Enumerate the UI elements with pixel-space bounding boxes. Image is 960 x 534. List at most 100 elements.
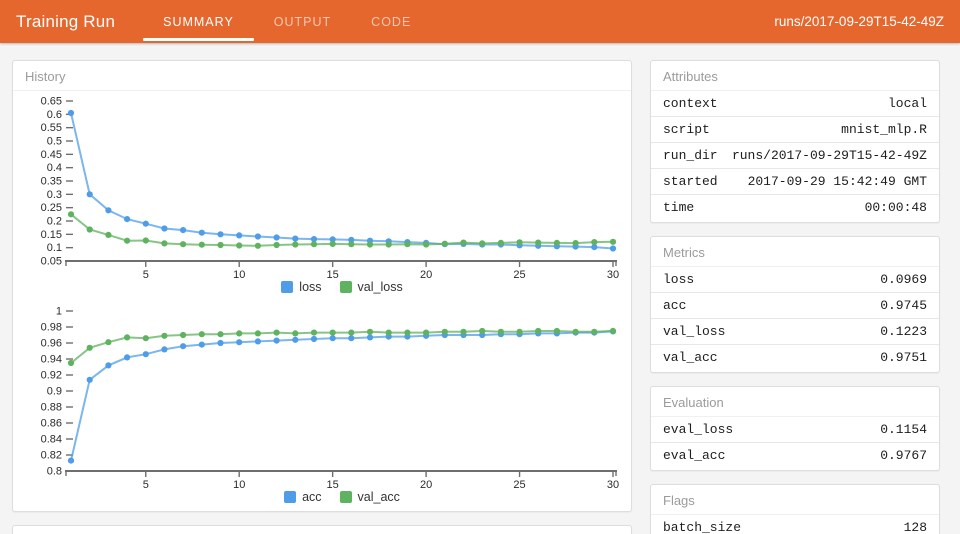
tab-bar: SUMMARY OUTPUT CODE [143, 0, 431, 43]
svg-text:10: 10 [233, 479, 245, 489]
history-panel-title: History [13, 61, 631, 91]
flag-label: batch_size [663, 520, 742, 534]
svg-text:0.6: 0.6 [47, 109, 62, 121]
svg-text:0.55: 0.55 [41, 122, 62, 134]
metric-value: 0.1223 [880, 324, 927, 339]
svg-text:5: 5 [143, 269, 149, 279]
history-panel: History 0.05 0.1 0.15 0.2 0.25 0.3 0.35 0.4 0.45… [12, 60, 632, 512]
legend-swatch-icon [281, 281, 294, 293]
flags-panel-title: Flags [651, 485, 939, 515]
evaluation-value: 0.9767 [880, 448, 927, 463]
svg-text:25: 25 [513, 479, 525, 489]
svg-text:0.86: 0.86 [41, 418, 62, 430]
attribute-row: run_dir runs/2017-09-29T15-42-49Z [651, 143, 939, 169]
metric-label: acc [663, 298, 687, 313]
flag-row: batch_size 128 [651, 515, 939, 534]
svg-text:0.15: 0.15 [41, 229, 62, 241]
legend-item-val_acc: val_acc [339, 490, 400, 504]
flags-rows: batch_size 128 dropout1 0.4 [651, 515, 939, 534]
legend-swatch-icon [339, 491, 352, 503]
loss-history-legend: loss val_loss [65, 280, 619, 294]
svg-text:0.2: 0.2 [47, 216, 62, 228]
metric-label: val_loss [663, 324, 726, 339]
svg-text:0.8: 0.8 [47, 466, 62, 478]
svg-text:5: 5 [143, 479, 149, 489]
summary-column: Attributes context local script mnist_ml… [650, 60, 940, 534]
loss-chart: 0.05 0.1 0.15 0.2 0.25 0.3 0.35 0.4 0.45 0.5 0.55 0… [13, 91, 631, 295]
accuracy-chart: 0.8 0.82 0.84 0.86 0.88 0.9 0.92 0.94 0.96 0.98 1 5… [13, 301, 631, 505]
attributes-rows: context local script mnist_mlp.R run_dir… [651, 91, 939, 222]
attribute-value: 00:00:48 [864, 200, 927, 215]
attribute-row: context local [651, 91, 939, 117]
metric-value: 0.9751 [880, 350, 927, 365]
metrics-panel: Metrics loss 0.0969 acc 0.9745 val_loss [650, 236, 940, 373]
svg-text:0.1: 0.1 [47, 242, 62, 254]
svg-text:0.94: 0.94 [41, 354, 62, 366]
svg-text:0.65: 0.65 [41, 96, 62, 108]
evaluation-row: eval_loss 0.1154 [651, 417, 939, 443]
svg-text:30: 30 [607, 269, 619, 279]
svg-text:25: 25 [513, 269, 525, 279]
svg-text:0.88: 0.88 [41, 402, 62, 414]
flag-value: 128 [903, 520, 927, 534]
svg-text:0.98: 0.98 [41, 322, 62, 334]
metric-label: loss [663, 272, 695, 287]
legend-swatch-icon [339, 281, 352, 293]
history-column: History 0.05 0.1 0.15 0.2 0.25 0.3 0.35 0.4 0.45… [12, 60, 632, 534]
main-content: History 0.05 0.1 0.15 0.2 0.25 0.3 0.35 0.4 0.45… [0, 43, 960, 534]
svg-text:20: 20 [420, 269, 432, 279]
svg-text:0.3: 0.3 [47, 189, 62, 201]
accuracy-history-legend: acc val_acc [65, 490, 619, 504]
flags-panel: Flags batch_size 128 dropout1 0.4 [650, 484, 940, 534]
svg-text:0.05: 0.05 [41, 256, 62, 268]
attribute-value: 2017-09-29 15:42:49 GMT [747, 174, 927, 189]
evaluation-row: eval_acc 0.9767 [651, 443, 939, 470]
legend-swatch-icon [284, 491, 297, 503]
svg-text:0.45: 0.45 [41, 149, 62, 161]
legend-label: val_acc [357, 490, 400, 504]
tab-code[interactable]: CODE [371, 14, 412, 29]
svg-text:0.92: 0.92 [41, 370, 62, 382]
attribute-row: started 2017-09-29 15:42:49 GMT [651, 169, 939, 195]
svg-text:1: 1 [56, 306, 62, 318]
attribute-label: context [663, 96, 718, 111]
attribute-label: run_dir [663, 148, 718, 163]
evaluation-panel: Evaluation eval_loss 0.1154 eval_acc 0.9… [650, 386, 940, 471]
attribute-label: script [663, 122, 710, 137]
attribute-label: time [663, 200, 695, 215]
svg-text:0.35: 0.35 [41, 176, 62, 188]
attribute-value: runs/2017-09-29T15-42-49Z [731, 148, 927, 163]
svg-text:0.84: 0.84 [41, 434, 62, 446]
svg-text:0.9: 0.9 [47, 386, 62, 398]
evaluation-rows: eval_loss 0.1154 eval_acc 0.9767 [651, 417, 939, 470]
svg-text:15: 15 [327, 269, 339, 279]
attribute-label: started [663, 174, 718, 189]
metric-row: val_loss 0.1223 [651, 319, 939, 345]
svg-text:10: 10 [233, 269, 245, 279]
metric-row: loss 0.0969 [651, 267, 939, 293]
svg-text:20: 20 [420, 479, 432, 489]
evaluation-value: 0.1154 [880, 422, 927, 437]
attribute-value: mnist_mlp.R [841, 122, 927, 137]
metrics-rows: loss 0.0969 acc 0.9745 val_loss 0.1223 [651, 267, 939, 372]
metrics-panel-title: Metrics [651, 237, 939, 267]
metric-label: val_acc [663, 350, 718, 365]
legend-label: acc [302, 490, 322, 504]
app-header: Training Run SUMMARY OUTPUT CODE runs/20… [0, 0, 960, 43]
metric-row: acc 0.9745 [651, 293, 939, 319]
attribute-row: script mnist_mlp.R [651, 117, 939, 143]
legend-item-acc: acc [284, 490, 322, 504]
loss-history-canvas: 0.050.10.150.20.250.30.350.40.450.50.550… [41, 96, 620, 280]
svg-text:0.4: 0.4 [47, 162, 62, 174]
tab-summary[interactable]: SUMMARY [143, 0, 254, 43]
svg-text:0.82: 0.82 [41, 450, 62, 462]
run-directory-label: runs/2017-09-29T15-42-49Z [774, 14, 944, 29]
tab-output[interactable]: OUTPUT [273, 14, 332, 29]
evaluation-panel-title: Evaluation [651, 387, 939, 417]
partially-visible-panel [12, 525, 632, 534]
legend-item-val_loss: val_loss [339, 280, 403, 294]
evaluation-label: eval_acc [663, 448, 726, 463]
attribute-value: local [887, 96, 927, 111]
metric-row: val_acc 0.9751 [651, 345, 939, 372]
svg-text:0.25: 0.25 [41, 202, 62, 214]
